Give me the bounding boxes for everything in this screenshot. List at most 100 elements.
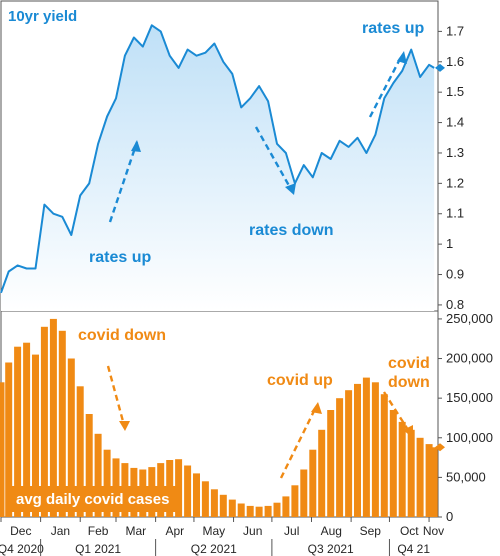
cases-bar	[76, 386, 84, 517]
cases-bar	[193, 473, 200, 517]
x-month-label: Apr	[165, 524, 184, 538]
yield-line-layer	[0, 24, 445, 294]
cases-bar	[103, 449, 111, 517]
cases-bar	[416, 437, 424, 517]
cases-bar	[336, 398, 344, 517]
cases-bar	[210, 489, 218, 517]
cases-bar	[67, 358, 75, 517]
yield-y-tick-label: 1.4	[446, 115, 464, 130]
x-month-label: Aug	[321, 524, 342, 538]
yield-area-layer	[1, 25, 435, 312]
cases-bar	[184, 465, 192, 517]
x-month-label: Mar	[125, 524, 146, 538]
cases-bar	[49, 318, 57, 517]
cases-y-tick-label: 50,000	[446, 469, 486, 484]
cases-y-tick-label: 200,000	[446, 351, 493, 366]
x-quarter-label: Q2 2021	[191, 542, 237, 556]
cases-bar	[362, 377, 370, 517]
cases-bar	[282, 496, 290, 517]
annotation-covid-down-2b: down	[388, 374, 430, 391]
x-axis: Dec Jan Feb Mar Apr May Jun Jul Aug Sep Oct Nov Q4 2…	[0, 517, 444, 556]
arrow-rates-up-2-head	[397, 51, 407, 64]
cases-last-value-marker	[435, 443, 445, 452]
yield-panel-title: 10yr yield	[8, 8, 77, 25]
cases-bar	[0, 382, 5, 517]
annotation-covid-down-2a: covid	[388, 355, 430, 372]
annotation-covid-down-1: covid down	[78, 327, 166, 344]
x-month-label: Feb	[88, 524, 109, 538]
cases-y-axis: 250,000 200,000 150,000 100,000 50,000 0	[438, 311, 493, 524]
cases-bar	[318, 429, 326, 517]
cases-bar	[246, 505, 254, 517]
cases-bar	[371, 382, 379, 517]
cases-bar	[291, 485, 299, 517]
x-month-label: Sep	[360, 524, 382, 538]
yield-y-tick-label: 1.3	[446, 145, 464, 160]
cases-bar	[425, 444, 433, 517]
annotation-rates-up-1: rates up	[89, 249, 151, 266]
arrow-covid-up	[279, 406, 318, 479]
arrow-covid-up-head	[311, 402, 322, 414]
cases-bar	[380, 394, 388, 517]
x-quarter-label: Q1 2021	[75, 542, 121, 556]
cases-bar	[58, 330, 66, 517]
cases-bar	[300, 469, 308, 517]
x-month-label: Jun	[243, 524, 262, 538]
yield-last-value-marker	[435, 63, 445, 72]
cases-bar	[5, 362, 13, 517]
cases-label-box	[10, 486, 180, 512]
x-month-label: Nov	[423, 524, 444, 538]
cases-bar	[32, 354, 39, 517]
cases-bar	[398, 421, 406, 517]
cases-panel-title: avg daily covid cases	[16, 491, 169, 508]
cases-y-tick-label: 150,000	[446, 390, 493, 405]
cases-bar	[430, 447, 438, 517]
yield-y-tick-label: 1.7	[446, 23, 464, 38]
cases-bar	[40, 326, 48, 517]
cases-bar	[354, 383, 361, 517]
yield-y-axis: 1.7 1.6 1.5 1.4 1.3 1.2 1.1 1 0.9 0.8	[438, 23, 464, 312]
x-month-label: Jan	[51, 524, 70, 538]
cases-bar	[14, 346, 22, 517]
annotation-rates-down: rates down	[249, 222, 333, 239]
arrow-rates-up-2	[368, 54, 404, 118]
cases-bar	[23, 342, 31, 517]
cases-bar	[345, 390, 353, 517]
cases-bar	[264, 505, 272, 517]
x-month-label: Jul	[284, 524, 299, 538]
x-quarter-label: Q4 2020	[0, 542, 44, 556]
arrow-rates-up-1-head	[131, 140, 141, 152]
cases-bar	[327, 410, 335, 517]
yield-y-tick-label: 1	[446, 236, 453, 251]
cases-bar	[94, 433, 102, 517]
yield-y-tick-label: 1.5	[446, 84, 464, 99]
cases-y-tick-label: 100,000	[446, 430, 493, 445]
yield-area	[1, 25, 435, 312]
yield-y-tick-label: 1.1	[446, 206, 464, 221]
arrow-covid-down-1-head	[119, 421, 130, 431]
arrow-rates-up-1	[108, 141, 139, 223]
cases-bar	[237, 503, 245, 517]
x-month-label: Oct	[400, 524, 419, 538]
yield-y-tick-label: 1.6	[446, 54, 464, 69]
arrow-rates-down	[254, 126, 294, 192]
cases-bar	[219, 494, 227, 517]
cases-bar	[273, 502, 281, 517]
cases-bar	[407, 429, 415, 517]
arrow-covid-down-2-head	[403, 425, 413, 438]
x-month-label: Dec	[10, 524, 31, 538]
cases-y-tick-label: 0	[446, 509, 453, 524]
yield-y-tick-label: 0.8	[446, 297, 464, 312]
annotation-covid-up: covid up	[267, 372, 333, 389]
arrow-covid-down-2	[382, 391, 412, 434]
cases-y-tick-label: 250,000	[446, 311, 493, 326]
annotation-rates-up-2: rates up	[362, 20, 424, 37]
cases-bar	[389, 410, 397, 517]
yield-y-tick-label: 1.2	[446, 175, 464, 190]
arrow-covid-down-1	[106, 365, 126, 426]
x-month-label: May	[202, 524, 225, 538]
cases-bar	[201, 481, 209, 517]
cases-bar	[255, 506, 263, 517]
cases-bar	[85, 414, 93, 517]
